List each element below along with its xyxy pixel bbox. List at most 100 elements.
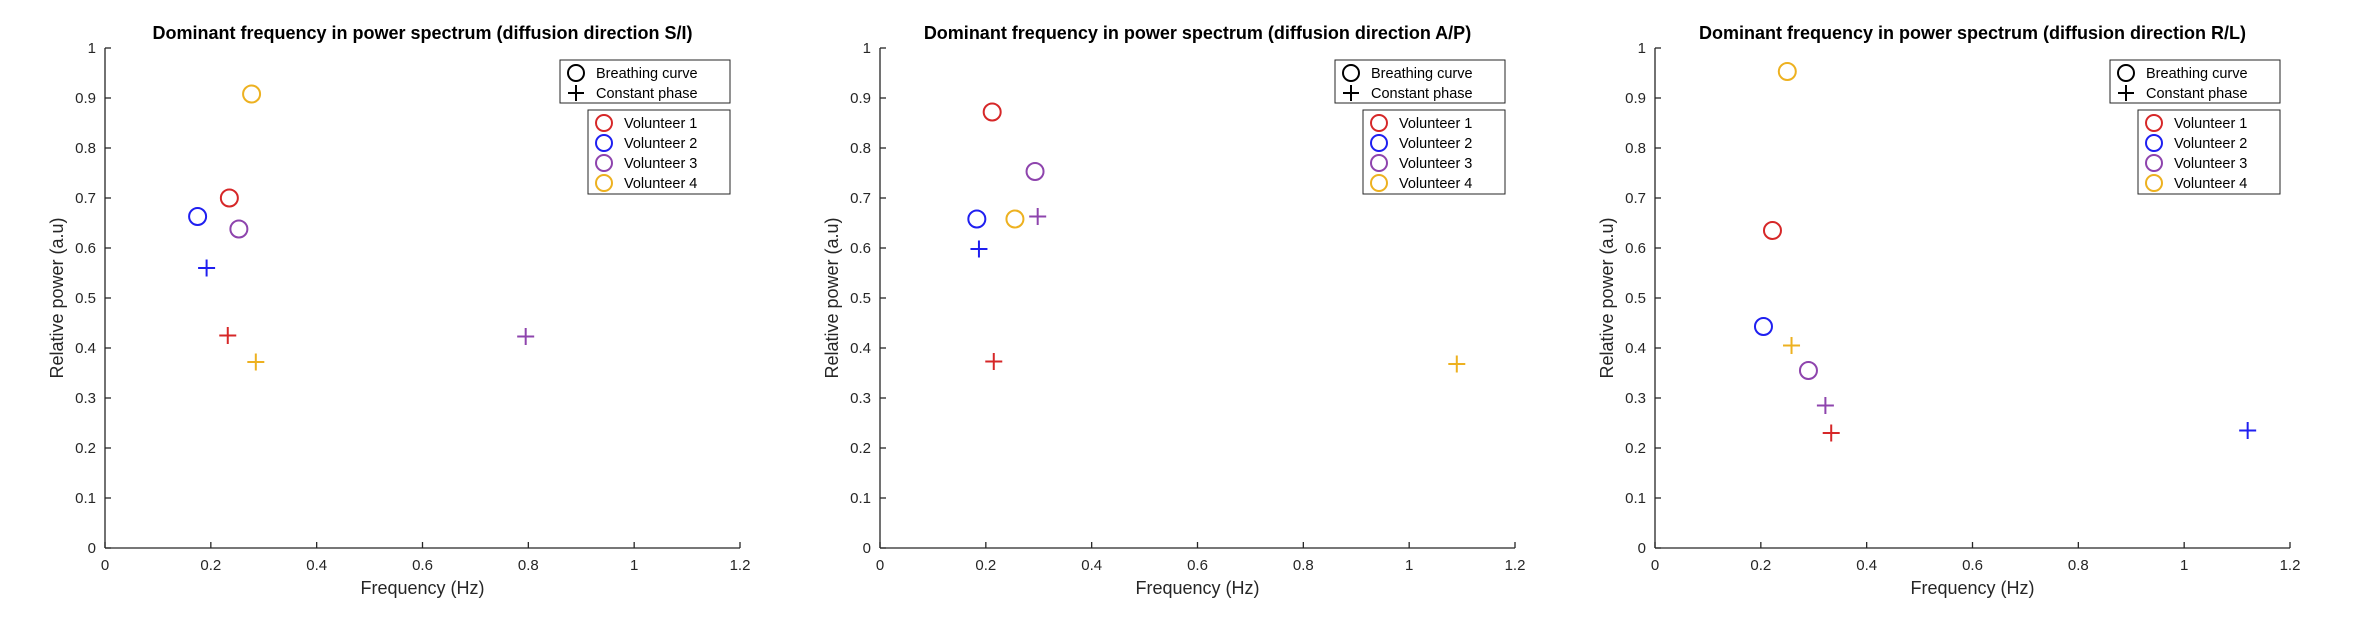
chart-panel-1: 0 0.2 0.4 0.6 0.8 1 1.2 0 0.1 0.2 0.3 0.4 0.5 0.6 0.7 0… <box>47 23 750 598</box>
point-breathing-curve-volunteer-3 <box>229 219 249 239</box>
point-breathing-curve-volunteer-2 <box>1753 317 1773 336</box>
x-tick-label: 1 <box>2180 557 2188 574</box>
y-tick-label: 0.5 <box>850 290 871 307</box>
chart-title: Dominant frequency in power spectrum (di… <box>1699 23 2246 43</box>
chart-title: Dominant frequency in power spectrum (di… <box>152 23 692 43</box>
legend-volunteers: Volunteer 1 Volunteer 2 Volunteer 3 Volunte… <box>2137 109 2281 195</box>
legend-volunteer-circle-icon <box>2145 114 2163 132</box>
legend-volunteer-circle-icon <box>595 174 613 192</box>
legend-entry-label: Breathing curve <box>1371 66 1473 82</box>
legend-volunteer-label: Volunteer 2 <box>2174 136 2247 152</box>
legend-volunteer-label: Volunteer 2 <box>1399 136 1472 152</box>
legend-volunteer-label: Volunteer 2 <box>624 136 697 152</box>
legend-volunteers: Volunteer 1 Volunteer 2 Volunteer 3 Volunte… <box>1362 109 1506 195</box>
legend-circle-icon <box>567 64 585 82</box>
legend-circle-icon <box>2117 64 2135 82</box>
y-tick-label: 0.3 <box>75 390 96 407</box>
legend-volunteer-label: Volunteer 3 <box>1399 156 1472 172</box>
legend-volunteer-label: Volunteer 3 <box>624 156 697 172</box>
y-tick-label: 0.1 <box>850 490 871 507</box>
y-tick-label: 0.1 <box>1625 490 1646 507</box>
point-constant-phase-volunteer-1 <box>219 327 237 344</box>
point-breathing-curve-volunteer-1 <box>1762 221 1782 240</box>
point-constant-phase-volunteer-2 <box>198 259 216 277</box>
x-tick-label: 0 <box>1651 557 1659 574</box>
y-axis-label: Relative power (a.u) <box>47 217 67 378</box>
x-tick-label: 0.4 <box>1856 557 1877 574</box>
point-breathing-curve-volunteer-1 <box>219 188 239 208</box>
legend-volunteer-label: Volunteer 1 <box>2174 116 2247 132</box>
x-tick-label: 0.4 <box>1081 557 1102 574</box>
point-constant-phase-volunteer-2 <box>2239 422 2257 439</box>
legend-plus-icon <box>2118 85 2134 101</box>
legend-marker-types: Breathing curve Constant phase <box>559 59 731 104</box>
x-tick-label: 1 <box>1405 557 1413 574</box>
legend-plus-icon <box>568 85 584 101</box>
x-tick-label: 0.2 <box>1750 557 1771 574</box>
legend-volunteer-circle-icon <box>2145 174 2163 192</box>
point-constant-phase-volunteer-3 <box>517 328 535 345</box>
legend-volunteer-label: Volunteer 4 <box>2174 176 2247 192</box>
point-breathing-curve-volunteer-3 <box>1025 162 1045 181</box>
y-tick-label: 0.1 <box>75 490 96 507</box>
x-tick-label: 0.6 <box>1962 557 1983 574</box>
chart-title: Dominant frequency in power spectrum (di… <box>924 23 1471 43</box>
x-tick-label: 0.2 <box>975 557 996 574</box>
legend-volunteer-circle-icon <box>1370 114 1388 132</box>
x-tick-label: 0.6 <box>412 557 433 574</box>
x-tick-label: 0.8 <box>1293 557 1314 574</box>
point-breathing-curve-volunteer-3 <box>1798 361 1818 380</box>
legend-volunteer-circle-icon <box>595 154 613 172</box>
point-constant-phase-volunteer-4 <box>1783 337 1801 354</box>
y-tick-label: 0.7 <box>75 190 96 207</box>
legend-entry-label: Breathing curve <box>596 66 698 82</box>
y-tick-label: 0 <box>1638 540 1646 557</box>
legend-volunteers: Volunteer 1 Volunteer 2 Volunteer 3 Volunte… <box>587 109 731 195</box>
y-tick-label: 0.8 <box>850 140 871 157</box>
x-axis-label: Frequency (Hz) <box>1910 578 2034 598</box>
y-tick-label: 0.2 <box>1625 440 1646 457</box>
legend-volunteer-label: Volunteer 1 <box>624 116 697 132</box>
legend-marker-types: Breathing curve Constant phase <box>2109 59 2281 104</box>
legend-volunteer-circle-icon <box>1370 174 1388 192</box>
y-tick-label: 0 <box>88 540 96 557</box>
point-constant-phase-volunteer-2 <box>970 240 988 258</box>
x-tick-label: 1.2 <box>730 557 751 574</box>
y-tick-label: 0.3 <box>850 390 871 407</box>
point-constant-phase-volunteer-1 <box>985 353 1003 370</box>
legend-volunteer-circle-icon <box>1370 134 1388 152</box>
y-tick-label: 0.6 <box>75 240 96 257</box>
legend-circle-icon <box>1342 64 1360 82</box>
y-tick-label: 0.8 <box>1625 140 1646 157</box>
y-axis-label: Relative power (a.u) <box>1597 217 1617 378</box>
legend-volunteer-label: Volunteer 4 <box>1399 176 1472 192</box>
x-tick-label: 1.2 <box>2280 557 2301 574</box>
legend-marker-types: Breathing curve Constant phase <box>1334 59 1506 104</box>
y-tick-label: 0.5 <box>1625 290 1646 307</box>
legend-volunteer-label: Volunteer 4 <box>624 176 697 192</box>
y-tick-label: 0.6 <box>1625 240 1646 257</box>
point-constant-phase-volunteer-4 <box>247 353 265 371</box>
y-tick-label: 0.4 <box>850 340 871 357</box>
x-tick-label: 1 <box>630 557 638 574</box>
point-constant-phase-volunteer-3 <box>1029 208 1047 225</box>
x-tick-label: 0.2 <box>200 557 221 574</box>
legend-volunteer-label: Volunteer 1 <box>1399 116 1472 132</box>
y-tick-label: 0.8 <box>75 140 96 157</box>
y-tick-label: 0.4 <box>1625 340 1646 357</box>
chart-panel-3: 0 0.2 0.4 0.6 0.8 1 1.2 0 0.1 0.2 0.3 0.4 0.5 0.6 0.7 0… <box>1597 23 2300 598</box>
legend-entry-label: Constant phase <box>596 86 698 102</box>
y-tick-label: 0.3 <box>1625 390 1646 407</box>
chart-panel-2: 0 0.2 0.4 0.6 0.8 1 1.2 0 0.1 0.2 0.3 0.4 0.5 0.6 0.7 0… <box>822 23 1525 598</box>
legend-plus-icon <box>1343 85 1359 101</box>
legend-volunteer-circle-icon <box>2145 134 2163 152</box>
x-tick-label: 0.6 <box>1187 557 1208 574</box>
legend-volunteer-circle-icon <box>595 114 613 132</box>
point-breathing-curve-volunteer-4 <box>242 84 262 104</box>
x-tick-label: 1.2 <box>1505 557 1526 574</box>
x-tick-label: 0.8 <box>518 557 539 574</box>
legend-entry-label: Constant phase <box>1371 86 1473 102</box>
y-tick-label: 1 <box>1638 40 1646 57</box>
legend-volunteer-label: Volunteer 3 <box>2174 156 2247 172</box>
